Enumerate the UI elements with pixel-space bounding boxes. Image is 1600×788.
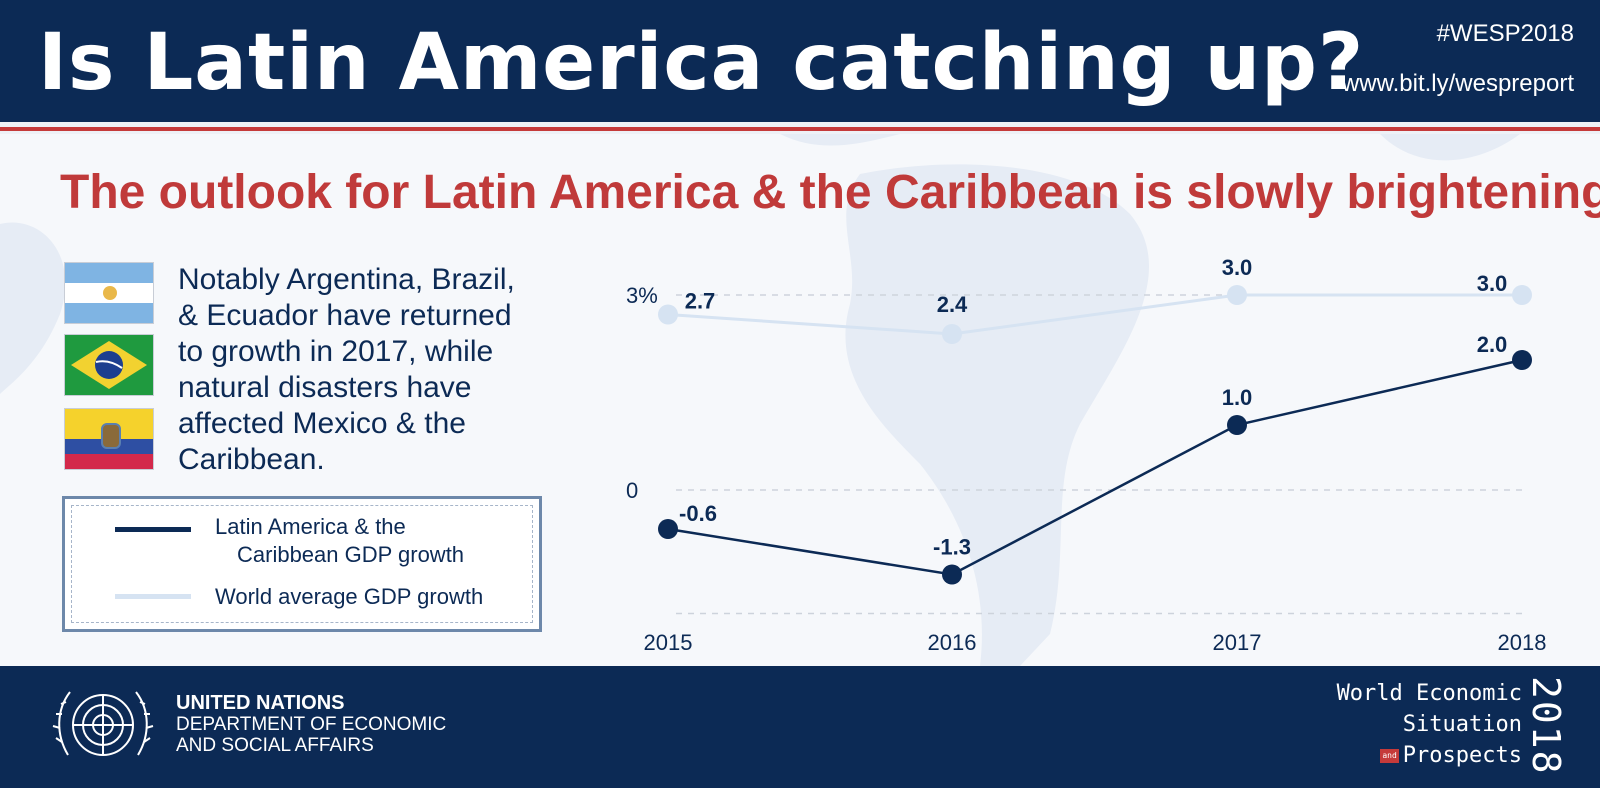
legend-label-lac-1: Latin America & the <box>215 514 406 539</box>
page-title: Is Latin America catching up? <box>38 18 1365 108</box>
world-data-point <box>1512 285 1532 305</box>
lac-data-point <box>658 519 678 539</box>
wesp-and: and <box>1380 749 1399 763</box>
chart-legend: Latin America & the Caribbean GDP growth… <box>62 496 542 632</box>
lac-series-line <box>667 358 1523 576</box>
legend-label-lac-2: Caribbean GDP growth <box>237 542 465 567</box>
subtitle: The outlook for Latin America & the Cari… <box>60 166 1600 219</box>
wesp-logo-text: World Economic Situation and Prospects <box>1337 678 1522 771</box>
header-bar: Is Latin America catching up? #WESP2018 … <box>0 0 1600 122</box>
legend-swatch-world <box>115 594 191 599</box>
wesp-line-3: Prospects <box>1402 743 1522 768</box>
un-line-3: AND SOCIAL AFFAIRS <box>176 735 374 756</box>
world-data-label: 2.7 <box>685 289 716 314</box>
legend-label-world: World average GDP growth <box>215 584 484 609</box>
argentina-flag-icon <box>64 262 154 324</box>
lac-data-label: 1.0 <box>1222 385 1253 410</box>
gdp-growth-chart: 3% 0 2015 2016 2017 2018 2.7 2.4 3.0 3.0 -0.6 -1.3 1… <box>626 255 1547 655</box>
footer-bar <box>0 666 1600 788</box>
report-url[interactable]: www.bit.ly/wespreport <box>1341 70 1574 97</box>
un-line-1: UNITED NATIONS <box>176 692 345 714</box>
world-map-background <box>0 134 1520 666</box>
wesp-line-2: Situation <box>1402 712 1522 737</box>
lac-data-point <box>1227 415 1247 435</box>
world-data-point <box>658 304 678 325</box>
un-emblem-icon <box>52 691 154 756</box>
world-data-label: 3.0 <box>1477 271 1508 296</box>
legend-swatch-lac <box>115 527 191 532</box>
y-tick-label: 0 <box>626 478 638 503</box>
world-data-point <box>942 324 962 344</box>
lac-data-label: -1.3 <box>933 535 971 560</box>
lac-data-point <box>1512 350 1532 370</box>
x-tick-label: 2017 <box>1213 630 1262 655</box>
description-text: Notably Argentina, Brazil, & Ecuador hav… <box>178 263 515 476</box>
world-data-label: 2.4 <box>937 292 968 317</box>
world-series-line <box>667 293 1522 336</box>
x-tick-label: 2018 <box>1498 630 1547 655</box>
un-desa-name: UNITED NATIONS DEPARTMENT OF ECONOMIC AN… <box>176 692 447 757</box>
brazil-flag-icon <box>64 334 154 396</box>
lac-data-label: 2.0 <box>1477 332 1508 357</box>
x-tick-label: 2015 <box>644 630 693 655</box>
world-data-label: 3.0 <box>1222 255 1253 280</box>
hashtag: #WESP2018 <box>1436 20 1574 47</box>
world-data-point <box>1227 285 1247 305</box>
lac-data-label: -0.6 <box>679 501 717 526</box>
lac-data-point <box>942 564 962 585</box>
ecuador-flag-icon <box>64 408 154 470</box>
wesp-year: 2018 <box>1524 676 1568 776</box>
x-tick-label: 2016 <box>928 630 977 655</box>
y-tick-label: 3% <box>626 283 658 308</box>
wesp-line-3-row: and Prospects <box>1337 740 1522 771</box>
wesp-line-1: World Economic <box>1336 681 1522 706</box>
header-divider <box>0 127 1600 131</box>
un-line-2: DEPARTMENT OF ECONOMIC <box>176 714 447 735</box>
